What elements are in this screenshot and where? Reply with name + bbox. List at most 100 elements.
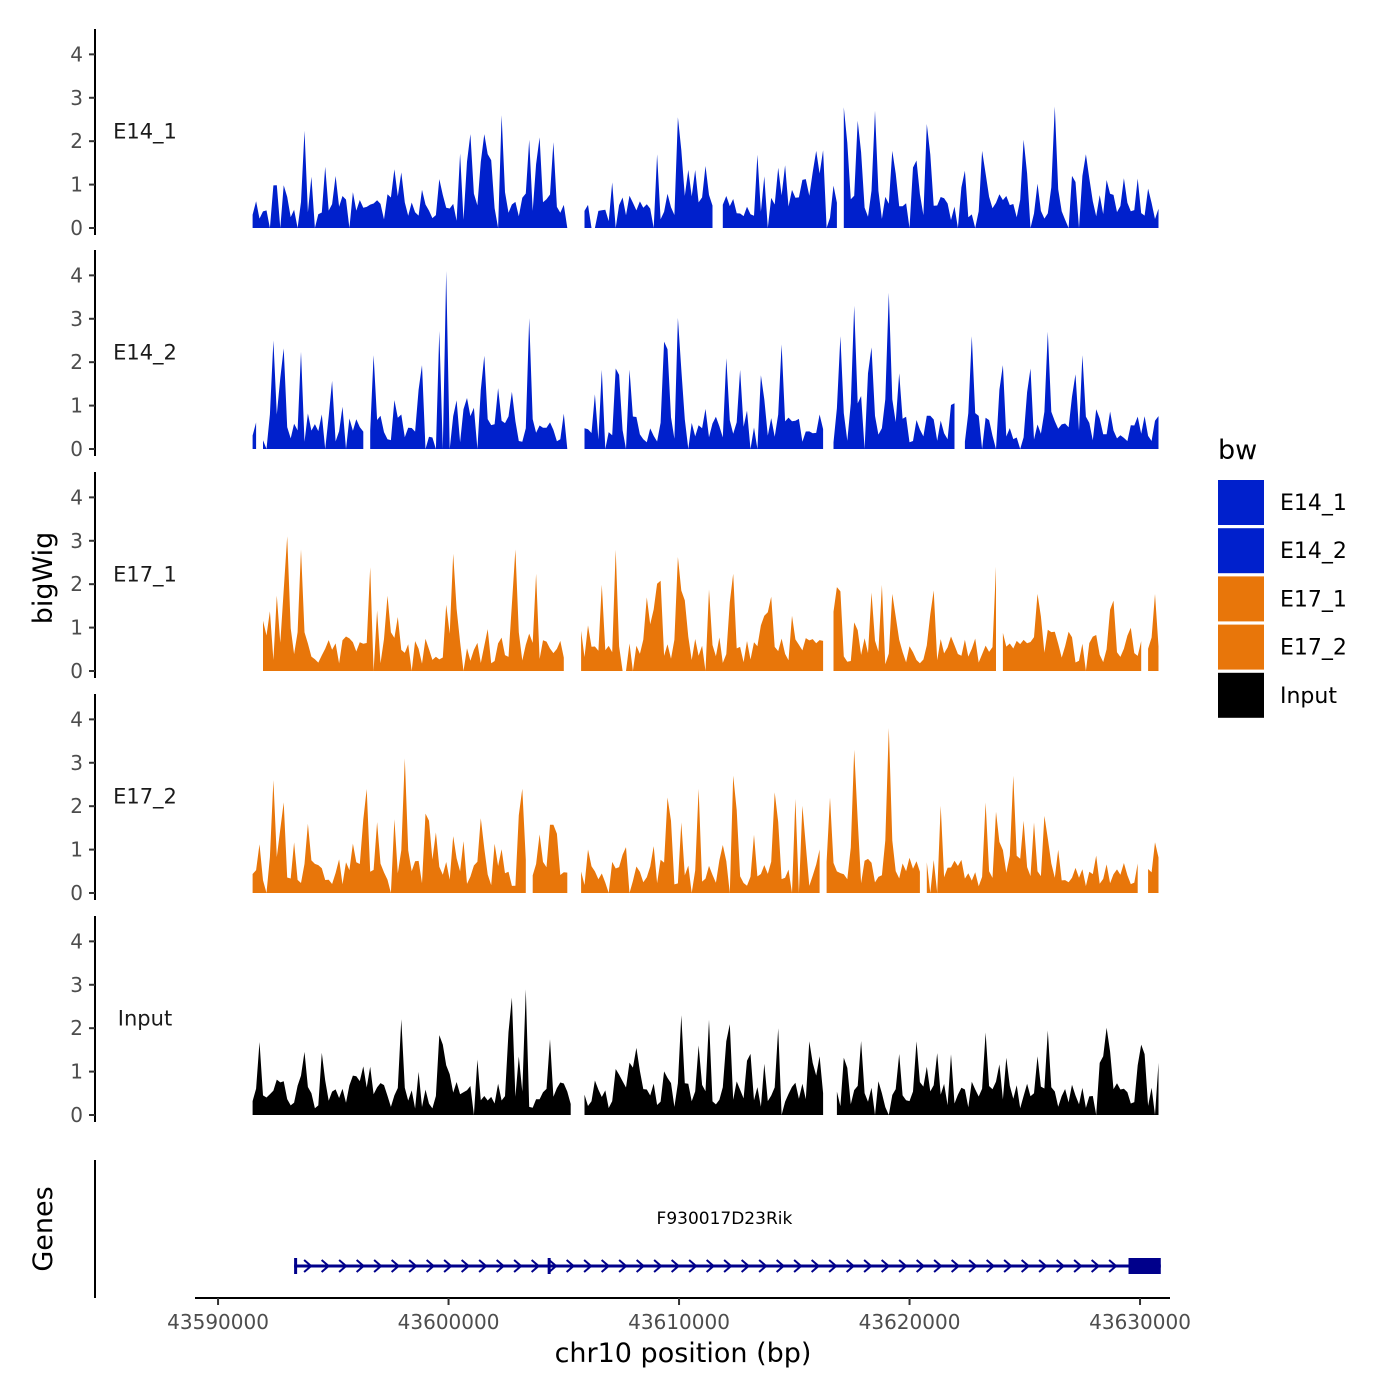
track-label: Input	[118, 1007, 172, 1031]
strand-arrow	[495, 1259, 506, 1273]
y-tick-label: 0	[70, 1103, 83, 1127]
track-input: 0 1 2 3 4 Input	[70, 916, 1159, 1127]
strand-arrow	[443, 1259, 453, 1273]
signal-area	[584, 1015, 824, 1115]
strand-arrow	[1055, 1259, 1066, 1273]
x-tick-label: 43610000	[628, 1310, 730, 1334]
signal-area	[964, 331, 1159, 449]
gene-exon	[1128, 1258, 1161, 1274]
strand-arrow	[635, 1259, 646, 1273]
signal-area	[722, 150, 837, 228]
legend: bw E14_1 E14_2 E17_1 E17_2 Input	[1218, 435, 1347, 718]
strand-arrow	[670, 1259, 681, 1273]
strand-arrow	[863, 1259, 873, 1273]
legend-key-e14-1	[1218, 480, 1264, 525]
y-tick-label: 2	[70, 129, 83, 153]
strand-arrow	[303, 1259, 313, 1273]
signal-area	[581, 549, 824, 671]
tracks-panel: 0 1 2 3 4 E14_1 0 1 2 3 4 E14_2 0 1 2 3 4 E17_1 0 1 2 3 4 E17_2…	[70, 29, 1159, 1127]
strand-arrow	[1003, 1259, 1013, 1273]
y-tick-label: 3	[70, 307, 83, 331]
strand-arrow	[320, 1259, 331, 1273]
signal-area	[263, 340, 364, 449]
strand-arrow	[653, 1259, 663, 1273]
legend-label: E17_1	[1280, 587, 1347, 612]
strand-arrow	[775, 1259, 786, 1273]
strand-arrow	[880, 1259, 891, 1273]
y-tick-label: 3	[70, 973, 83, 997]
strand-arrow	[915, 1259, 926, 1273]
track-label: E14_1	[113, 120, 177, 145]
strand-arrow	[548, 1259, 558, 1273]
signal-area	[1148, 594, 1159, 671]
signal-area	[833, 292, 955, 449]
signal-area	[584, 317, 824, 449]
y-tick-label: 0	[70, 216, 83, 240]
y-tick-label: 0	[70, 437, 83, 461]
signal-area	[584, 117, 713, 228]
strand-arrow	[425, 1259, 436, 1273]
legend-label: E17_2	[1280, 636, 1347, 661]
strand-arrow	[933, 1259, 943, 1273]
strand-arrow	[845, 1259, 856, 1273]
gene-exon	[547, 1258, 551, 1274]
y-tick-label: 1	[70, 173, 83, 197]
track-e14-2: 0 1 2 3 4 E14_2	[70, 250, 1159, 461]
strand-arrow	[513, 1259, 523, 1273]
y-tick-label: 4	[70, 263, 83, 287]
y-tick-label: 4	[70, 485, 83, 509]
y-tick-label: 1	[70, 616, 83, 640]
strand-arrow	[1073, 1259, 1083, 1273]
strand-arrow	[985, 1259, 996, 1273]
strand-arrow	[898, 1259, 908, 1273]
y-axis-title: bigWig	[28, 532, 59, 625]
signal-area	[252, 989, 571, 1115]
y-tick-label: 4	[70, 707, 83, 731]
y-tick-label: 0	[70, 881, 83, 905]
legend-label: Input	[1280, 684, 1337, 709]
legend-key-e17-1	[1218, 576, 1264, 622]
legend-key-e17-2	[1218, 624, 1264, 670]
signal-area	[1148, 842, 1159, 893]
strand-arrow	[460, 1259, 471, 1273]
x-axis: 43590000 43600000 43610000 43620000 43630000	[167, 1297, 1191, 1334]
legend-key-e14-2	[1218, 528, 1264, 574]
legend-label: E14_1	[1280, 491, 1347, 516]
strand-arrow	[723, 1259, 733, 1273]
strand-arrow	[583, 1259, 593, 1273]
x-tick-label: 43630000	[1089, 1310, 1191, 1334]
signal-area	[532, 824, 568, 893]
signal-area	[252, 115, 568, 228]
strand-arrow	[793, 1259, 803, 1273]
legend-key-input	[1218, 672, 1264, 718]
y-tick-label: 1	[70, 1060, 83, 1084]
strand-arrow	[565, 1259, 576, 1273]
track-e17-1: 0 1 2 3 4 E17_1	[70, 472, 1159, 683]
track-e14-1: 0 1 2 3 4 E14_1	[70, 29, 1159, 240]
signal-area	[370, 271, 568, 449]
y-tick-label: 1	[70, 838, 83, 862]
x-tick-label: 43620000	[859, 1310, 961, 1334]
gene-exon	[294, 1258, 298, 1274]
signal-area	[926, 775, 1138, 893]
x-axis-title: chr10 position (bp)	[555, 1338, 812, 1369]
gene-name-label: F930017D23Rik	[657, 1209, 793, 1229]
x-tick-label: 43600000	[398, 1310, 500, 1334]
strand-arrow	[1038, 1259, 1048, 1273]
y-tick-label: 2	[70, 1016, 83, 1040]
strand-arrow	[705, 1259, 716, 1273]
genes-axis-title: Genes	[28, 1186, 59, 1271]
y-tick-label: 0	[70, 659, 83, 683]
strand-arrow	[600, 1259, 611, 1273]
y-tick-label: 2	[70, 794, 83, 818]
signal-area	[843, 106, 1159, 228]
strand-arrow	[950, 1259, 961, 1273]
strand-arrow	[355, 1259, 366, 1273]
strand-arrow	[810, 1259, 821, 1273]
strand-arrow	[968, 1259, 978, 1273]
y-tick-label: 4	[70, 42, 83, 66]
strand-arrow	[1090, 1259, 1101, 1273]
signal-area	[826, 728, 920, 893]
strand-arrow	[828, 1259, 838, 1273]
track-label: E17_2	[113, 785, 177, 810]
